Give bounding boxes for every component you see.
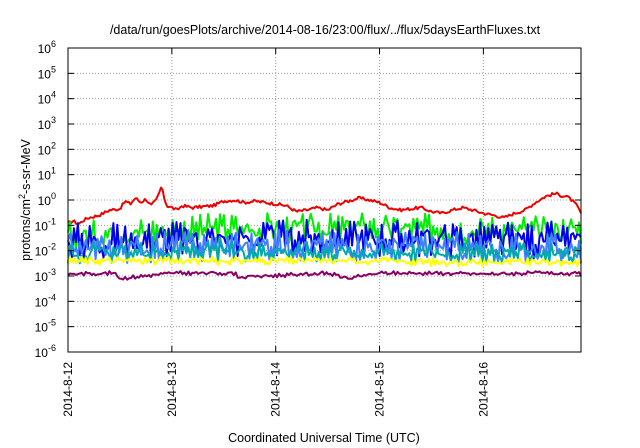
y-tick-label: 106	[38, 39, 56, 56]
chart-title: /data/run/goesPlots/archive/2014-08-16/2…	[110, 23, 541, 37]
series-line-5	[67, 240, 582, 265]
y-tick-label: 104	[38, 90, 56, 107]
x-axis-label: Coordinated Universal Time (UTC)	[228, 431, 420, 445]
y-tick-label: 10-5	[35, 318, 56, 335]
series-line-1	[67, 186, 582, 226]
series-layer	[67, 186, 582, 281]
x-tick-label: 2014-8-13	[165, 362, 179, 417]
y-tick-label: 10-3	[35, 267, 56, 284]
y-tick-label: 10-6	[35, 343, 56, 360]
y-tick-label: 102	[38, 140, 56, 157]
y-tick-label: 10-1	[35, 216, 56, 233]
y-tick-label: 101	[38, 166, 56, 183]
y-axis-label: protons/cm2-s-sr-MeV	[17, 138, 33, 260]
y-tick-label: 10-2	[35, 242, 56, 259]
y-tick-label: 103	[38, 115, 56, 132]
series-line-6	[67, 255, 582, 268]
y-tick-label: 105	[38, 64, 56, 81]
y-axis: 10-6 10-5 10-4 10-3 10-2 10-1 100 101 102 103 104 1…	[35, 39, 581, 360]
y-tick-label: 10-4	[35, 292, 56, 309]
x-tick-label: 2014-8-16	[476, 362, 490, 417]
x-axis: 2014-8-12 2014-8-13 2014-8-14 2014-8-15 2014…	[61, 48, 490, 417]
series-line-7	[67, 270, 582, 281]
x-tick-label: 2014-8-14	[269, 362, 283, 417]
x-tick-label: 2014-8-12	[61, 362, 75, 417]
x-tick-label: 2014-8-15	[373, 362, 387, 417]
y-tick-label: 100	[38, 191, 56, 208]
